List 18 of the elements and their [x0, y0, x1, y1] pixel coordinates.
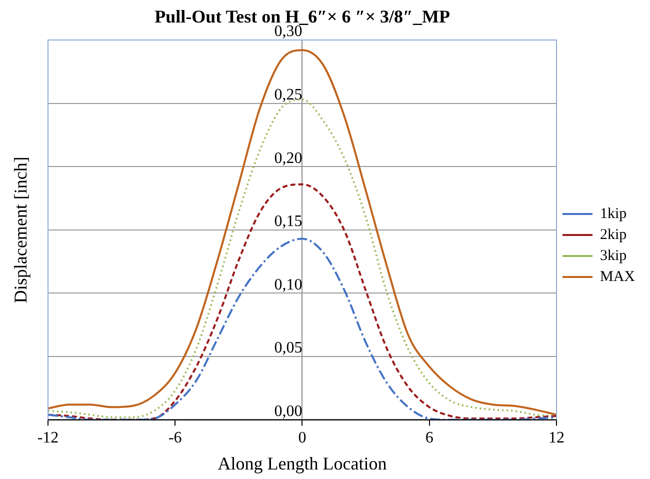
legend-label: 2kip	[600, 226, 627, 243]
y-tick-label: 0,25	[274, 86, 302, 104]
x-axis-title: Along Length Location	[218, 454, 387, 474]
y-tick-label: 0,15	[274, 213, 302, 230]
legend-label: 1kip	[600, 206, 627, 222]
x-tick-label: -12	[37, 430, 59, 447]
y-tick-label: 0,00	[274, 403, 302, 420]
y-tick-label: 0,10	[274, 276, 302, 294]
y-tick-label: 0,20	[274, 150, 302, 167]
y-tick-label: 0,05	[274, 340, 302, 357]
x-tick-label: 12	[548, 430, 564, 447]
y-axis-title: Displacement [inch]	[10, 156, 31, 304]
x-tick-label: -6	[168, 430, 182, 447]
x-tick-label: 6	[425, 430, 434, 447]
x-tick-label: 0	[298, 430, 306, 447]
y-tick-label: 0,30	[274, 23, 302, 40]
legend-label: 3kip	[600, 248, 627, 264]
legend-label: MAX	[600, 268, 636, 285]
